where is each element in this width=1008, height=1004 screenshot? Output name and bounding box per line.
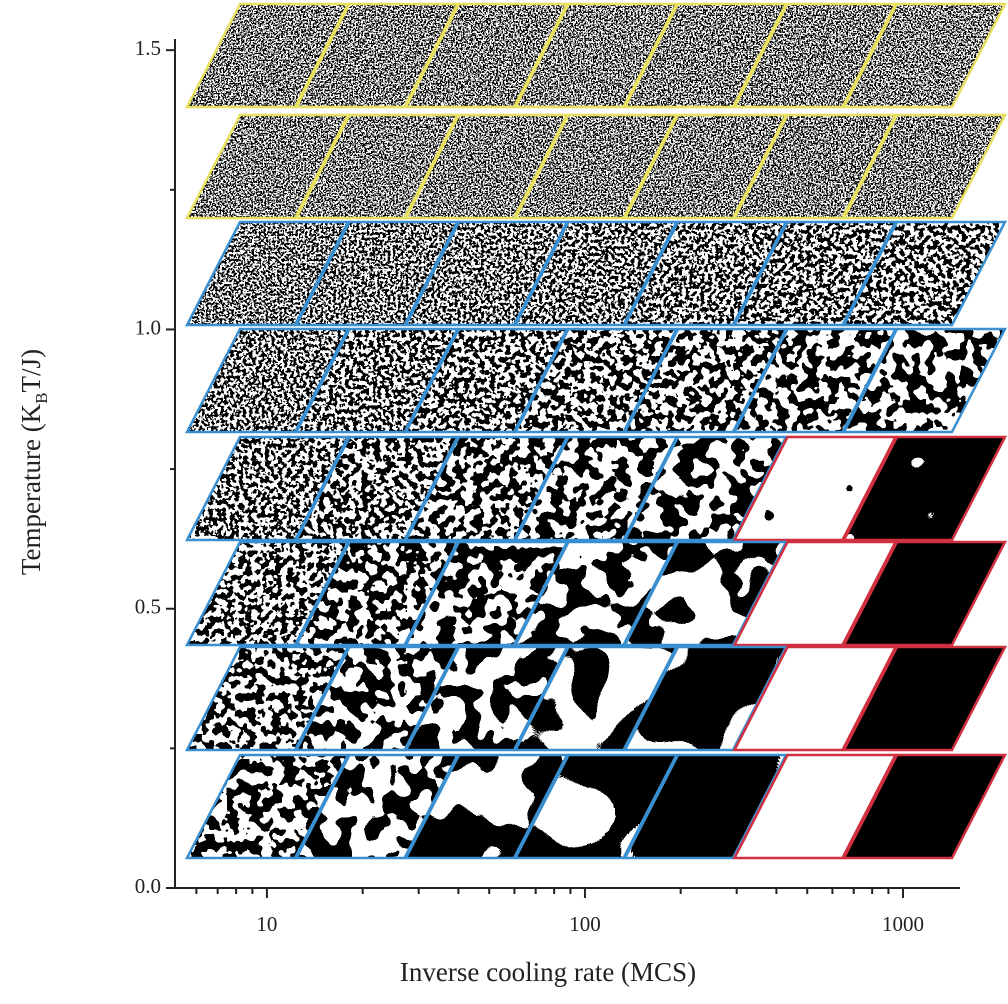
y-tick-label: 0.0 bbox=[135, 874, 161, 898]
panel-border bbox=[184, 2, 351, 109]
panel-border bbox=[732, 2, 898, 109]
y-axis-label: Temperature (KBT/J) bbox=[16, 349, 51, 575]
panel-border bbox=[841, 113, 1008, 220]
panel-border bbox=[622, 435, 789, 542]
panel-border bbox=[184, 113, 351, 220]
panel-border bbox=[841, 2, 1008, 109]
panel-border bbox=[184, 753, 351, 860]
y-tick-label: 1.0 bbox=[135, 315, 161, 339]
panel-border bbox=[513, 220, 679, 327]
panel-border bbox=[184, 435, 351, 542]
panel-border bbox=[622, 113, 789, 220]
panel-border bbox=[732, 220, 898, 327]
panel-border bbox=[403, 2, 570, 109]
panel-border bbox=[732, 645, 898, 752]
y-tick-label: 0.5 bbox=[135, 595, 161, 619]
panel-border bbox=[294, 2, 460, 109]
panel-border bbox=[732, 435, 898, 542]
panel-border bbox=[184, 327, 351, 434]
panel-border bbox=[622, 2, 789, 109]
y-label-part: T/J) bbox=[16, 349, 46, 393]
y-label-part: Temperature (K bbox=[16, 403, 46, 575]
panel-border bbox=[841, 220, 1008, 327]
panel-border bbox=[513, 435, 679, 542]
x-tick-label: 10 bbox=[256, 912, 277, 936]
panel-border bbox=[294, 435, 460, 542]
panel-border bbox=[513, 327, 679, 434]
panel-border bbox=[294, 327, 460, 434]
panel-border bbox=[403, 435, 570, 542]
panel-border bbox=[184, 220, 351, 327]
panel-border bbox=[622, 645, 789, 752]
panel-border bbox=[403, 220, 570, 327]
panel-border bbox=[732, 327, 898, 434]
panel-border bbox=[294, 540, 460, 647]
panel-border bbox=[513, 645, 679, 752]
y-tick-label: 1.5 bbox=[135, 36, 161, 60]
panel-border bbox=[184, 645, 351, 752]
panel-border bbox=[513, 113, 679, 220]
panel-border bbox=[294, 645, 460, 752]
panel-border bbox=[622, 220, 789, 327]
panel-border bbox=[294, 220, 460, 327]
panel-border bbox=[403, 753, 570, 860]
panel-border bbox=[513, 2, 679, 109]
x-axis-label: Inverse cooling rate (MCS) bbox=[400, 957, 696, 987]
panel-border bbox=[513, 540, 679, 647]
panel-border bbox=[841, 753, 1008, 860]
panel-grid bbox=[184, 2, 1008, 860]
panel-border bbox=[294, 753, 460, 860]
panel-border bbox=[294, 113, 460, 220]
panel-border bbox=[841, 645, 1008, 752]
panel-border bbox=[403, 327, 570, 434]
panel-border bbox=[403, 645, 570, 752]
panel-border bbox=[732, 753, 898, 860]
panel-border bbox=[403, 540, 570, 647]
panel-border bbox=[513, 753, 679, 860]
panel-border bbox=[403, 113, 570, 220]
panel-border bbox=[732, 540, 898, 647]
panel-border bbox=[622, 540, 789, 647]
x-tick-label: 100 bbox=[569, 912, 601, 936]
x-tick-label: 1000 bbox=[882, 912, 924, 936]
panel-border bbox=[622, 327, 789, 434]
panel-border bbox=[841, 435, 1008, 542]
panel-border bbox=[622, 753, 789, 860]
y-label-sub: B bbox=[32, 392, 51, 403]
panel-border bbox=[732, 113, 898, 220]
panel-border bbox=[184, 540, 351, 647]
panel-border bbox=[841, 327, 1008, 434]
panel-border bbox=[841, 540, 1008, 647]
